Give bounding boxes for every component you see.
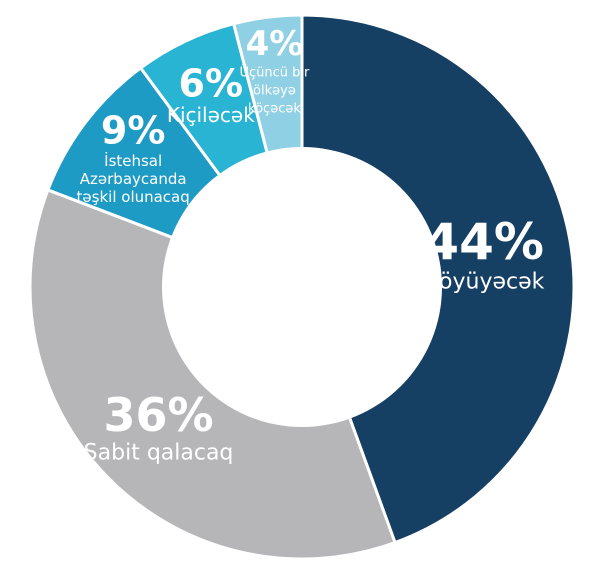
slice-category-label: köçəcək (248, 101, 301, 116)
slice-category-label: Üçüncü bir (240, 63, 311, 80)
donut-hole (162, 147, 442, 427)
slice-category-label: Kiçiləcək (167, 103, 255, 127)
slice-value-label: 9% (101, 109, 166, 153)
slice-category-label: Azərbaycanda (80, 170, 187, 188)
slice-value-label: 6% (179, 62, 244, 106)
slice-category-label: Sabit qalacaq (84, 441, 234, 466)
slice-value-label: 36% (103, 388, 213, 442)
slice-category-label: İstehsal (104, 151, 162, 170)
slice-value-label: 4% (246, 24, 304, 64)
slice-category-label: təşkil olunacaq (77, 188, 190, 206)
slice-category-label: ölkəyə (253, 83, 296, 98)
slice-category-label: Böyüyəcək (424, 269, 545, 294)
slice-value-label: 44% (424, 213, 544, 271)
slice-labels: 44%Böyüyəcək 36%Sabit qalacaq 9%İstehsalAz… (77, 24, 545, 466)
